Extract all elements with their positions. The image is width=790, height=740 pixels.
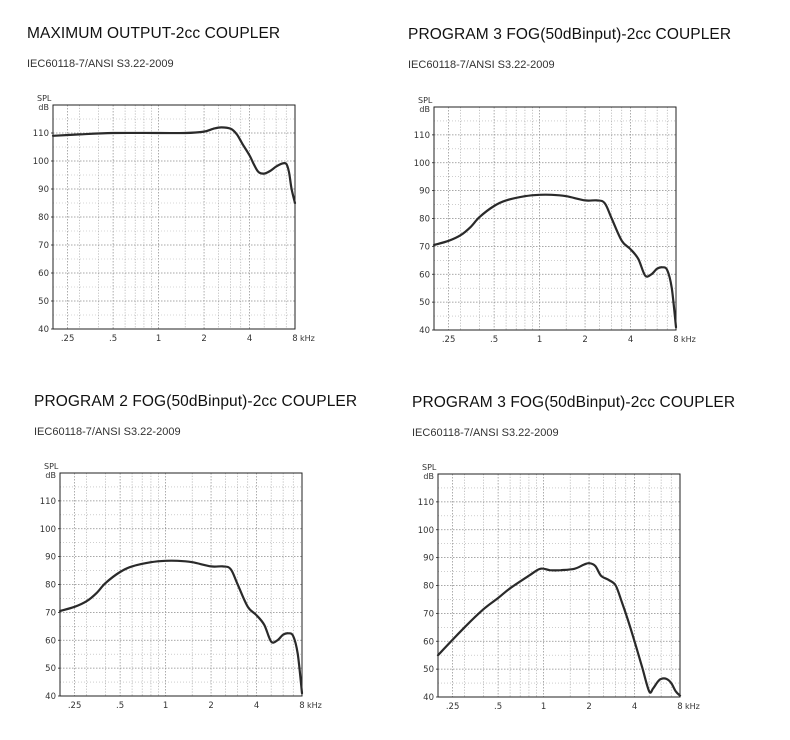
x-tick-label: .25: [68, 701, 82, 711]
y-tick-label: 90: [419, 187, 430, 197]
y-tick-label: 40: [423, 693, 434, 703]
y-tick-label: 110: [418, 498, 434, 508]
x-tick-label: .5: [494, 702, 502, 712]
y-tick-label: 50: [38, 297, 49, 307]
y-tick-label: 60: [419, 270, 430, 280]
chart-title: PROGRAM 3 FOG(50dBinput)-2cc COUPLER: [412, 394, 736, 411]
x-tick-label: 4: [254, 701, 259, 711]
y-tick-label: 60: [423, 637, 434, 647]
chart-subtitle: IEC60118-7/ANSI S3.22-2009: [408, 59, 555, 71]
y-tick-label: 80: [423, 582, 434, 592]
grid: [438, 473, 681, 698]
x-tick-label: 4: [632, 702, 637, 712]
y-tick-label: 110: [414, 131, 430, 141]
y-tick-label: 50: [419, 298, 430, 308]
y-tick-label: 100: [414, 159, 430, 169]
response-curve: [432, 193, 678, 329]
y-tick-label: 70: [38, 241, 49, 251]
y-tick-label: 40: [38, 325, 49, 335]
y-tick-label: 100: [40, 525, 56, 535]
y-tick-label: 80: [45, 581, 56, 591]
y-tick-label: 50: [45, 664, 56, 674]
x-tick-label: 2: [201, 334, 206, 344]
x-tick-label: 4: [247, 334, 252, 344]
y-tick-label: 90: [45, 553, 56, 563]
x-tick-label: 1: [163, 701, 168, 711]
chart-subtitle: IEC60118-7/ANSI S3.22-2009: [27, 58, 174, 70]
y-axis-label: dB: [38, 103, 49, 112]
y-axis-label: dB: [419, 105, 430, 114]
x-tick-label: .25: [61, 334, 75, 344]
x-tick-label: 8: [299, 701, 304, 711]
y-axis-label: SPL: [44, 462, 59, 471]
response-curve: [436, 562, 682, 697]
y-axis-label: SPL: [422, 463, 437, 472]
x-tick-label: 1: [537, 335, 542, 345]
y-tick-label: 70: [45, 608, 56, 618]
grid: [53, 104, 296, 330]
y-axis-label: SPL: [37, 94, 52, 103]
x-tick-label: 4: [628, 335, 633, 345]
grid: [434, 106, 677, 331]
y-tick-label: 60: [45, 636, 56, 646]
x-tick-label: 2: [208, 701, 213, 711]
chart-subtitle: IEC60118-7/ANSI S3.22-2009: [412, 427, 559, 439]
x-tick-label: 2: [582, 335, 587, 345]
response-curve: [58, 559, 304, 695]
y-tick-label: 100: [33, 157, 49, 167]
x-tick-label: .25: [442, 335, 456, 345]
x-tick-label: 8: [673, 335, 678, 345]
y-tick-label: 70: [419, 242, 430, 252]
x-axis-unit: kHz: [307, 701, 322, 710]
x-tick-label: .5: [109, 334, 117, 344]
y-axis-label: dB: [45, 471, 56, 480]
chart-title: MAXIMUM OUTPUT-2cc COUPLER: [27, 25, 281, 42]
grid: [60, 472, 303, 697]
response-curve: [51, 126, 297, 205]
y-tick-label: 50: [423, 665, 434, 675]
x-tick-label: .5: [490, 335, 498, 345]
y-tick-label: 110: [33, 129, 49, 139]
chart-subtitle: IEC60118-7/ANSI S3.22-2009: [34, 426, 181, 438]
x-tick-label: .5: [116, 701, 124, 711]
chart-title: PROGRAM 3 FOG(50dBinput)-2cc COUPLER: [408, 26, 732, 43]
y-tick-label: 90: [423, 554, 434, 564]
x-tick-label: 1: [156, 334, 161, 344]
y-tick-label: 40: [419, 326, 430, 336]
x-tick-label: 8: [677, 702, 682, 712]
x-tick-label: 8: [292, 334, 297, 344]
x-axis-unit: kHz: [300, 334, 315, 343]
y-tick-label: 90: [38, 185, 49, 195]
x-tick-label: 2: [586, 702, 591, 712]
y-tick-label: 110: [40, 497, 56, 507]
x-tick-label: 1: [541, 702, 546, 712]
y-tick-label: 80: [38, 213, 49, 223]
x-axis-unit: kHz: [685, 702, 700, 711]
x-tick-label: .25: [446, 702, 460, 712]
y-tick-label: 40: [45, 692, 56, 702]
y-tick-label: 80: [419, 215, 430, 225]
y-tick-label: 60: [38, 269, 49, 279]
chart-title: PROGRAM 2 FOG(50dBinput)-2cc COUPLER: [34, 393, 358, 410]
y-axis-label: SPL: [418, 96, 433, 105]
y-axis-label: dB: [423, 472, 434, 481]
x-axis-unit: kHz: [681, 335, 696, 344]
y-tick-label: 70: [423, 609, 434, 619]
y-tick-label: 100: [418, 526, 434, 536]
